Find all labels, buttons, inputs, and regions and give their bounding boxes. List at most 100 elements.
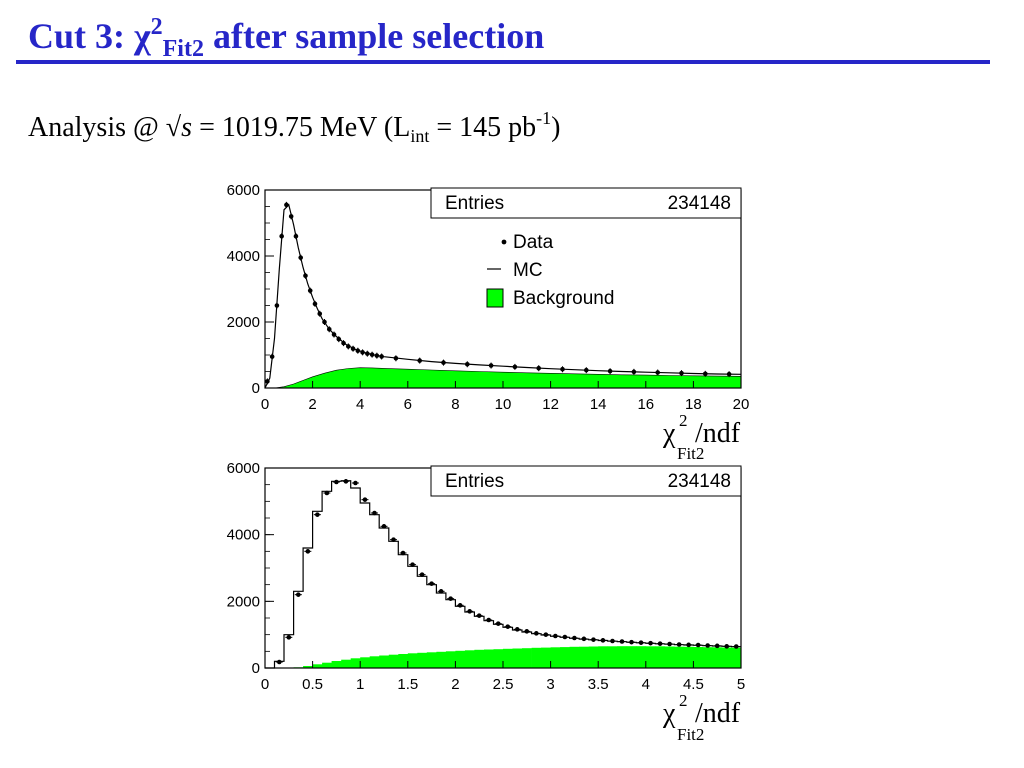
bottom-stats-box: [430, 465, 742, 497]
top-stats-box: [430, 187, 742, 219]
bottom-data-point: [343, 479, 349, 484]
bottom-data-point: [600, 638, 606, 643]
bottom-background-bar: [598, 646, 609, 668]
bottom-background-bar: [369, 656, 380, 668]
bottom-xtick-label: 2: [451, 676, 459, 693]
top-xtick-label: 10: [495, 396, 512, 413]
bottom-background-bar: [655, 646, 666, 668]
top-data-point: [655, 370, 660, 375]
top-data-point: [365, 351, 370, 356]
legend-mc-label: MC: [513, 260, 543, 281]
top-ytick-label: 0: [252, 380, 260, 397]
top-ytick-label: 6000: [227, 182, 260, 199]
top-xlabel-sup: 2: [679, 411, 688, 430]
bottom-data-point: [486, 617, 492, 623]
bottom-background-bar: [541, 647, 551, 668]
bottom-data-point: [429, 581, 434, 586]
top-data-point: [360, 350, 365, 355]
bottom-background-bar: [417, 652, 428, 668]
bottom-data-point: [334, 479, 339, 485]
bottom-data-point: [638, 640, 644, 645]
bottom-data-point: [648, 640, 653, 646]
bottom-background-bar: [617, 646, 628, 668]
subtitle-close: ): [551, 112, 561, 143]
bottom-background-bar: [522, 648, 532, 668]
bottom-data-point: [324, 490, 330, 496]
bottom-background-bar: [607, 646, 618, 668]
top-background-layer: [274, 367, 742, 389]
bottom-background-bar: [322, 662, 332, 668]
bottom-background-bar: [645, 646, 656, 668]
top-data-point: [265, 379, 270, 384]
top-data-point: [703, 371, 708, 377]
top-background-area: [274, 367, 742, 389]
top-ytick-label: 2000: [227, 314, 260, 331]
bottom-background-bar: [731, 647, 742, 668]
bottom-background-bar: [588, 646, 599, 668]
bottom-data-point: [419, 572, 425, 577]
bottom-background-bar: [407, 653, 418, 668]
top-xtick-label: 4: [356, 396, 364, 413]
bottom-stats-value: 234148: [668, 471, 731, 492]
top-xlabel-ndf: /ndf: [695, 418, 741, 449]
bottom-background-bar: [398, 654, 409, 668]
top-xtick-label: 2: [308, 396, 316, 413]
bottom-background-bar: [702, 647, 713, 668]
top-data-point: [298, 255, 303, 260]
legend-background-swatch: [486, 288, 504, 308]
bottom-data-point: [305, 549, 311, 554]
top-data-point: [679, 370, 684, 376]
bottom-background-bar: [341, 659, 352, 668]
bottom-data-point: [410, 562, 415, 567]
bottom-xtick-label: 0.5: [302, 676, 323, 693]
bottom-data-point: [724, 644, 730, 649]
bottom-data-point: [505, 624, 511, 629]
subtitle-sub: int: [410, 126, 430, 146]
bottom-xtick-label: 3.5: [588, 676, 609, 693]
bottom-data-point: [562, 634, 568, 640]
bottom-xlabel-sup: 2: [679, 691, 688, 710]
top-data-point: [279, 233, 284, 239]
top-data-point: [274, 303, 280, 308]
bottom-background-bar: [512, 648, 523, 668]
bottom-data-point: [553, 633, 558, 639]
bottom-background-bar: [464, 650, 475, 668]
top-xtick-label: 6: [404, 396, 412, 413]
bottom-data-point: [591, 637, 596, 642]
bottom-background-bar: [560, 647, 570, 668]
bottom-data-point: [695, 642, 701, 648]
bottom-data-point: [400, 550, 406, 556]
bottom-background-bar: [712, 647, 723, 668]
bottom-background-bar: [303, 666, 313, 668]
bottom-data-point: [667, 641, 672, 647]
bottom-background-bar: [388, 654, 399, 668]
bottom-data-point: [676, 642, 682, 647]
top-data-point: [355, 348, 361, 354]
bottom-data-point: [534, 631, 539, 636]
top-xtick-label: 20: [733, 396, 750, 413]
bottom-background-bar: [445, 651, 456, 668]
bottom-background-layer: [293, 646, 742, 668]
bottom-data-point: [572, 635, 577, 641]
bottom-mc-histogram: [265, 480, 741, 669]
title-suffix: after sample selection: [203, 16, 545, 56]
legend-data-label: Data: [513, 232, 554, 253]
title-underline: [16, 60, 990, 64]
bottom-xtick-label: 4.5: [683, 676, 704, 693]
bottom-background-bar: [531, 647, 542, 668]
top-data-point: [307, 288, 313, 293]
bottom-background-bar: [693, 647, 704, 668]
bottom-data-point: [581, 636, 587, 642]
bottom-data-point: [629, 639, 634, 645]
bottom-background-bar: [455, 650, 466, 668]
bottom-data-point: [524, 629, 530, 634]
top-data-point: [336, 336, 342, 342]
bottom-data-point: [733, 644, 739, 649]
bottom-ytick-label: 2000: [227, 593, 260, 610]
top-data-point: [312, 301, 318, 307]
bottom-ytick-label: 6000: [227, 460, 260, 477]
top-data-point: [346, 344, 351, 349]
bottom-background-bar: [626, 646, 637, 668]
bottom-data-point: [495, 621, 501, 626]
chart-top-svg: 0 2 4 6 8 10 12 14 16 18 20 0 2000 4000 6000 Entries 2…: [227, 182, 750, 463]
